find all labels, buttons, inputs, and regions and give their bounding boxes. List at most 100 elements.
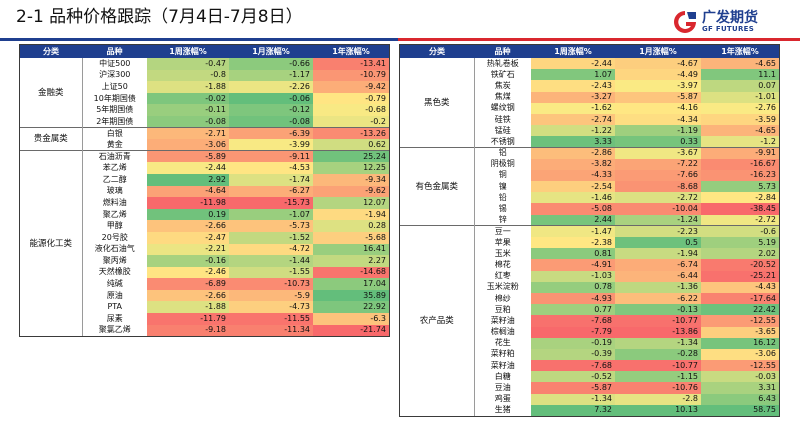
commodity-name: 镍 <box>474 181 531 193</box>
month-change: 0.5 <box>615 237 701 249</box>
category-cell: 有色金属类 <box>400 146 475 226</box>
month-change: -6.74 <box>615 259 701 271</box>
col-header-year: 1年涨幅% <box>701 45 779 58</box>
table-row: 农产品类 豆一 -1.47 -2.23 -0.6 <box>400 225 779 416</box>
month-change: -5.9 <box>229 289 313 302</box>
table-row: 燃料油 -11.98 -15.73 12.07 <box>20 197 389 209</box>
commodity-name: 铁矿石 <box>474 69 531 81</box>
table-row: 锡 -5.08 -10.04 -38.45 <box>400 203 779 215</box>
commodity-name: 2年期国债 <box>82 115 147 128</box>
month-change: -2.8 <box>615 393 701 405</box>
week-change: -4.64 <box>147 185 229 198</box>
year-change: -9.62 <box>313 185 389 198</box>
table-row: 尿素 -11.79 -11.55 -6.3 <box>20 313 389 325</box>
week-change: -2.46 <box>147 266 229 279</box>
year-change: 22.42 <box>701 304 779 316</box>
week-change: -5.87 <box>531 382 615 394</box>
year-change: 0.07 <box>701 80 779 92</box>
table-row: 10年期国债 -0.02 -0.06 -0.79 <box>20 92 389 105</box>
year-change: -21.74 <box>313 324 389 337</box>
commodity-name: 燃料油 <box>82 197 147 209</box>
year-change: -25.21 <box>701 270 779 282</box>
category-cell: 金融类 <box>20 58 83 128</box>
week-change: 3.33 <box>531 136 615 148</box>
week-change: -2.74 <box>531 113 615 126</box>
month-change: -4.16 <box>615 102 701 114</box>
week-change: -1.62 <box>531 102 615 114</box>
week-change: 0.77 <box>531 304 615 316</box>
commodity-name: 铅 <box>474 192 531 204</box>
year-change: 16.41 <box>313 243 389 256</box>
week-change: -2.86 <box>531 146 615 159</box>
year-change: -13.41 <box>313 58 389 70</box>
table-row: 棉花 -4.91 -6.74 -20.52 <box>400 259 779 271</box>
week-change: -1.46 <box>531 192 615 204</box>
left-price-table: 分类 品种 1周涨幅% 1月涨幅% 1年涨幅% 金融类 中证500 -0.47 -0.… <box>20 45 389 337</box>
year-change: -12.55 <box>701 360 779 372</box>
week-change: -2.54 <box>531 181 615 193</box>
year-change: 58.75 <box>701 404 779 416</box>
month-change: -1.07 <box>229 208 313 221</box>
table-row: 苯乙烯 -2.44 -4.53 12.25 <box>20 162 389 174</box>
year-change: -9.91 <box>701 146 779 159</box>
year-change: -3.59 <box>701 113 779 126</box>
week-change: -2.66 <box>147 289 229 302</box>
table-row: 铁矿石 1.07 -4.49 11.1 <box>400 69 779 81</box>
week-change: 0.19 <box>147 208 229 221</box>
commodity-name: 红枣 <box>474 270 531 282</box>
year-change: 17.04 <box>313 278 389 290</box>
month-change: 10.13 <box>615 404 701 416</box>
month-change: -2.26 <box>229 81 313 93</box>
week-change: -0.52 <box>531 371 615 383</box>
week-change: -1.88 <box>147 301 229 314</box>
year-change: -2.84 <box>701 192 779 204</box>
commodity-name: 菜籽油 <box>474 315 531 327</box>
left-table-body: 金融类 中证500 -0.47 -0.66 -13.41 沪深300 -0.8 -1.17 -1… <box>20 58 389 337</box>
year-change: -2.72 <box>701 214 779 226</box>
commodity-name: 玉米 <box>474 248 531 260</box>
month-change: -6.44 <box>615 270 701 282</box>
year-change: 16.12 <box>701 337 779 349</box>
month-change: -0.28 <box>615 348 701 361</box>
week-change: -0.39 <box>531 348 615 361</box>
week-change: -0.11 <box>147 104 229 116</box>
table-row: 锌 2.44 -1.24 -2.72 <box>400 214 779 226</box>
month-change: -9.11 <box>229 150 313 163</box>
year-change: 0.28 <box>313 220 389 232</box>
week-change: -3.06 <box>147 139 229 151</box>
month-change: -4.72 <box>229 243 313 256</box>
commodity-name: PTA <box>82 301 147 314</box>
week-change: -3.27 <box>531 91 615 103</box>
category-cell: 农产品类 <box>400 225 475 416</box>
month-change: -8.68 <box>615 181 701 193</box>
table-row: 白糖 -0.52 -1.15 -0.03 <box>400 371 779 383</box>
month-change: -1.19 <box>615 125 701 137</box>
year-change: -1.94 <box>313 208 389 221</box>
week-change: -2.21 <box>147 243 229 256</box>
month-change: -0.66 <box>229 58 313 70</box>
table-row: 黄金 -3.06 -3.99 0.62 <box>20 139 389 151</box>
table-row: PTA -1.88 -4.73 22.92 <box>20 301 389 314</box>
month-change: -5.87 <box>615 91 701 103</box>
commodity-name: 豆粕 <box>474 304 531 316</box>
week-change: -0.8 <box>147 69 229 82</box>
month-change: -1.55 <box>229 266 313 279</box>
month-change: 0.33 <box>615 136 701 148</box>
month-change: -15.73 <box>229 197 313 209</box>
commodity-name: 花生 <box>474 337 531 349</box>
commodity-name: 焦煤 <box>474 91 531 103</box>
month-change: -1.74 <box>229 173 313 186</box>
col-header-name: 品种 <box>474 45 531 58</box>
year-change: -0.68 <box>313 104 389 116</box>
commodity-name: 尿素 <box>82 313 147 325</box>
week-change: -1.47 <box>531 225 615 237</box>
table-row: 锰硅 -1.22 -1.19 -4.65 <box>400 125 779 137</box>
company-logo: 广发期货 GF FUTURES <box>672 7 794 37</box>
week-change: -1.88 <box>147 81 229 93</box>
week-change: -5.89 <box>147 150 229 163</box>
year-change: 6.43 <box>701 393 779 405</box>
month-change: -1.94 <box>615 248 701 260</box>
week-change: -6.89 <box>147 278 229 290</box>
week-change: -11.98 <box>147 197 229 209</box>
table-row: 甲醇 -2.66 -5.73 0.28 <box>20 220 389 232</box>
